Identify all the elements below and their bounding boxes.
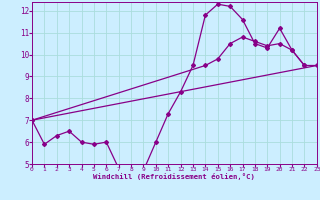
X-axis label: Windchill (Refroidissement éolien,°C): Windchill (Refroidissement éolien,°C) [93,173,255,180]
